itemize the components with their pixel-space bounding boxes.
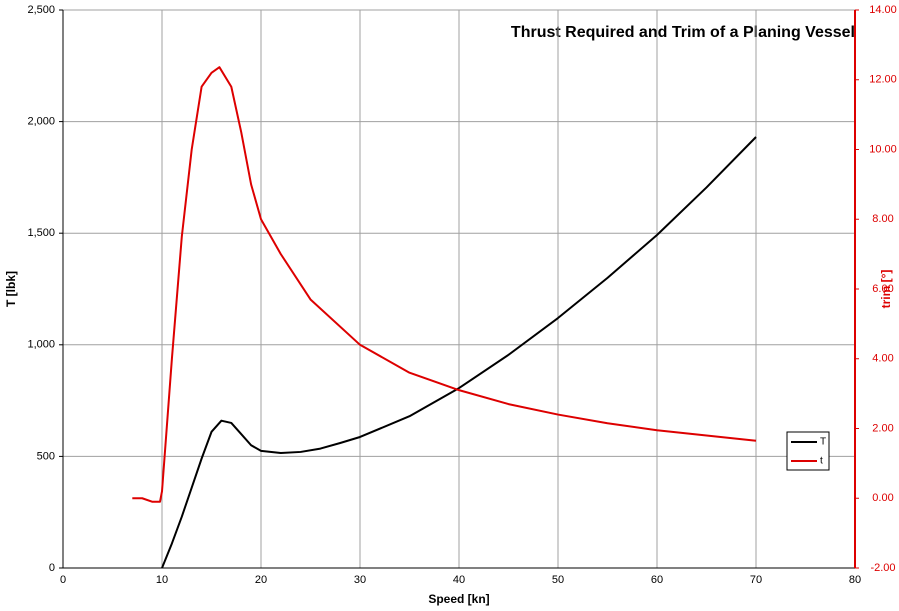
x-tick-label: 30 [354, 574, 366, 586]
y2-tick-label: 2.00 [872, 422, 893, 434]
x-axis-label: Speed [kn] [428, 592, 489, 606]
x-tick-label: 40 [453, 574, 465, 586]
legend-box [786, 431, 830, 471]
y2-tick-label: 4.00 [872, 353, 893, 365]
legend-label: t [820, 456, 823, 467]
y2-tick-label: -2.00 [870, 562, 895, 574]
y-tick-label: 1,000 [27, 339, 55, 351]
series-line [161, 136, 757, 569]
y-tick-label: 2,500 [27, 4, 55, 16]
series-line [132, 66, 757, 503]
y2-tick-label: 8.00 [872, 213, 893, 225]
y-tick-label: 500 [37, 450, 55, 462]
x-tick-label: 80 [849, 574, 861, 586]
x-tick-label: 0 [60, 574, 66, 586]
legend-label: T [820, 437, 826, 448]
chart-title: Thrust Required and Trim of a Planing Ve… [511, 24, 855, 41]
y-tick-label: 1,500 [27, 227, 55, 239]
y2-tick-label: 10.00 [869, 143, 897, 155]
y2-tick-label: 0.00 [872, 492, 893, 504]
x-tick-label: 10 [156, 574, 168, 586]
x-tick-label: 70 [750, 574, 762, 586]
y2-tick-label: 14.00 [869, 4, 897, 16]
y-tick-label: 0 [49, 562, 55, 574]
y-tick-label: 2,000 [27, 116, 55, 128]
x-tick-label: 20 [255, 574, 267, 586]
y2-tick-label: 6.00 [872, 283, 893, 295]
y-axis-label: T [lbk] [4, 271, 18, 307]
x-tick-label: 60 [651, 574, 663, 586]
x-tick-label: 50 [552, 574, 564, 586]
y2-axis-label: trim [°] [879, 270, 893, 309]
y2-tick-label: 12.00 [869, 74, 897, 86]
